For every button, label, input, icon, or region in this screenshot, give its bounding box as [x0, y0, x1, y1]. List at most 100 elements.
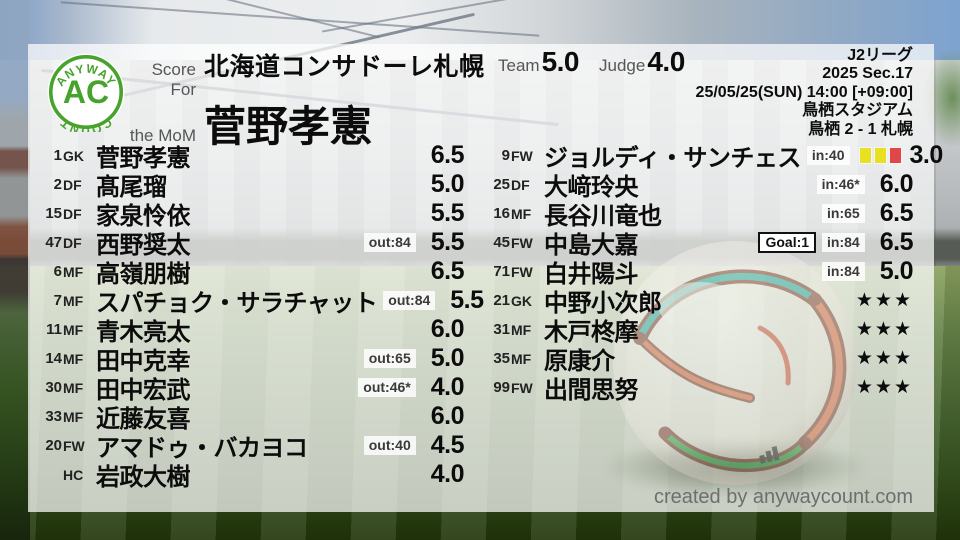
yellow-card-icon [873, 147, 887, 164]
judge-score-label: Judge [599, 56, 646, 75]
player-number: 14 [45, 350, 62, 367]
player-position: FW [511, 379, 533, 396]
player-position: MF [63, 292, 84, 309]
team-score-label: Team [498, 56, 540, 75]
player-name: 田中克幸 [96, 348, 191, 375]
player-number: 45 [493, 234, 510, 251]
player-position: DF [63, 205, 82, 222]
player-row: 35 MF 原康介 ★★★ [484, 344, 913, 375]
player-position: DF [63, 234, 82, 251]
player-position: HC [63, 466, 84, 483]
player-rating: ★★★ [855, 348, 913, 369]
player-rating: 6.0 [430, 402, 465, 430]
player-position: MF [511, 321, 532, 338]
player-row: 47 DF 西野奨太 out:84 5.5 [36, 228, 465, 259]
card-icons [857, 147, 902, 164]
player-number: 6 [53, 263, 62, 280]
player-position: MF [63, 321, 84, 338]
player-number: 47 [45, 234, 62, 251]
player-number: 31 [493, 321, 510, 338]
player-name: 青木亮太 [96, 319, 191, 346]
player-rating: 5.0 [879, 257, 914, 285]
player-name: 中島大嘉 [544, 232, 639, 259]
league-name: J2リーグ [847, 47, 913, 64]
player-name: 高嶺朋樹 [96, 261, 191, 288]
player-rating: 6.0 [430, 315, 465, 343]
player-row: 45 FW 中島大嘉 Goal:1 in:84 6.5 [484, 228, 914, 259]
team-score-value: 5.0 [541, 46, 580, 77]
player-position: GK [511, 292, 532, 309]
player-name: 田中宏武 [96, 377, 191, 404]
player-row: 7 MF スパチョク・サラチャット out:84 5.5 [36, 286, 484, 317]
player-row: 2 DF 髙尾瑠 5.0 [36, 170, 465, 201]
player-number: 9 [501, 147, 510, 164]
player-row: 33 MF 近藤友喜 6.0 [36, 402, 465, 433]
player-position: MF [63, 379, 84, 396]
player-number: 15 [45, 205, 62, 222]
substitution-badge: out:84 [383, 290, 436, 311]
player-position: DF [511, 176, 530, 193]
player-row: HC 岩政大樹 4.0 [36, 460, 465, 491]
match-datetime: 25/05/25(SUN) 14:00 [+09:00] [695, 83, 913, 101]
substitution-badge: in:40 [806, 145, 850, 166]
player-name: 岩政大樹 [96, 464, 191, 491]
player-row: 14 MF 田中克幸 out:65 5.0 [36, 344, 464, 375]
player-rating: 6.5 [879, 228, 914, 256]
player-number: 71 [493, 263, 510, 280]
player-name: スパチョク・サラチャット [96, 290, 378, 317]
player-rating: 6.5 [430, 257, 465, 285]
player-name: 髙尾瑠 [96, 174, 167, 201]
substitution-badge: in:65 [822, 203, 865, 224]
player-number: 33 [45, 408, 62, 425]
player-name: 白井陽斗 [544, 261, 639, 288]
match-info: J2リーグ 2025 Sec.17 25/05/25(SUN) 14:00 [+… [696, 47, 913, 139]
mom-label: the MoM [129, 126, 196, 145]
player-rating: 5.5 [430, 228, 465, 256]
anywaycount-logo: ANYWAY COUNT AC [47, 53, 125, 132]
judge-score-value: 4.0 [647, 46, 685, 77]
player-name: 出間思努 [544, 377, 639, 404]
player-name: 中野小次郎 [544, 290, 662, 317]
stadium-left-edge [0, 0, 30, 540]
player-row: 25 DF 大﨑玲央 in:46* 6.0 [484, 170, 914, 201]
player-rating: ★★★ [855, 290, 913, 311]
player-rating: 4.5 [430, 431, 465, 459]
yellow-card-icon [858, 147, 872, 164]
player-position: FW [511, 147, 533, 164]
player-position: MF [63, 408, 84, 425]
player-rating: ★★★ [855, 319, 913, 340]
player-rating: 6.5 [430, 141, 465, 169]
player-number: 21 [493, 292, 510, 309]
player-name: アマドゥ・バカヨコ [96, 435, 308, 462]
starting-players-list: 1 GK 菅野孝憲 6.5 2 DF 髙尾瑠 5.0 15 DF 家泉怜依 5.… [36, 141, 484, 491]
player-rating: 4.0 [430, 373, 465, 401]
player-rating: 6.0 [879, 170, 914, 198]
player-number: 20 [45, 437, 62, 454]
player-rating: 5.0 [430, 170, 465, 198]
player-number: 11 [46, 321, 62, 338]
red-card-icon [888, 147, 902, 164]
stadium-name: 鳥栖スタジアム [802, 102, 913, 120]
player-number: 30 [45, 379, 62, 396]
player-position: DF [63, 176, 82, 193]
player-row: 20 FW アマドゥ・バカヨコ out:40 4.5 [36, 431, 465, 462]
player-rating: 3.0 [909, 141, 944, 169]
player-number: 99 [493, 379, 510, 396]
substitution-badge: out:40 [363, 435, 416, 456]
credit-text: created by anywaycount.com [653, 486, 913, 508]
player-number: 35 [493, 350, 510, 367]
player-name: 木戸柊摩 [544, 319, 639, 346]
player-name: 大﨑玲央 [544, 174, 639, 201]
player-number: 1 [53, 147, 62, 164]
player-name: 家泉怜依 [96, 203, 191, 230]
player-number: 16 [493, 205, 510, 222]
player-name: 菅野孝憲 [96, 145, 191, 172]
substitution-badge: in:46* [816, 174, 865, 195]
player-number: 7 [53, 292, 62, 309]
substitution-badge: out:46* [358, 377, 416, 398]
player-row: 21 GK 中野小次郎 ★★★ [484, 286, 913, 317]
player-position: FW [63, 437, 85, 454]
player-position: MF [63, 263, 84, 280]
team-name: 北海道コンサドーレ札幌 [204, 53, 485, 81]
mom-name: 菅野孝憲 [204, 103, 373, 150]
